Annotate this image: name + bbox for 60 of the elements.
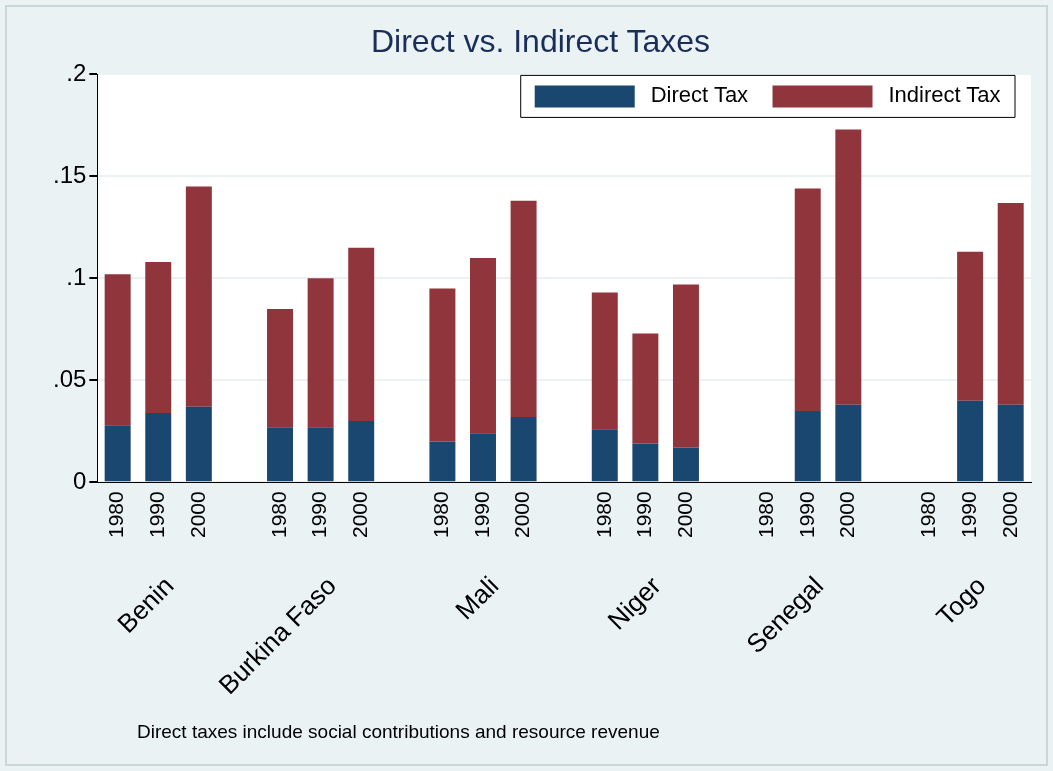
y-tick-label: .05 xyxy=(52,364,87,392)
bar xyxy=(348,247,375,422)
x-tick-label: 1980 xyxy=(104,491,128,538)
x-tick-label: 2000 xyxy=(510,491,534,538)
y-tick-label: .15 xyxy=(52,161,87,188)
bar xyxy=(632,443,659,482)
text: Togo xyxy=(930,570,992,632)
bar xyxy=(632,333,659,444)
bar xyxy=(104,274,131,426)
bar xyxy=(672,284,699,448)
bar xyxy=(591,429,618,482)
x-tick-label: 1980 xyxy=(591,491,615,538)
x-tick-label: 2000 xyxy=(672,491,696,538)
bar xyxy=(794,410,821,482)
bar xyxy=(835,129,862,405)
x-tick-label: 1990 xyxy=(794,491,818,538)
y-tick-label: .1 xyxy=(66,262,87,290)
bar xyxy=(672,447,699,482)
x-tick-label: 1980 xyxy=(266,491,290,538)
x-tick-label: 1990 xyxy=(956,491,980,538)
bar xyxy=(307,278,334,428)
text: Direct taxes include social contributions and resource revenue xyxy=(137,721,660,742)
bar xyxy=(835,404,862,482)
bar xyxy=(307,427,334,482)
bar xyxy=(591,292,618,430)
x-tick-label: 1980 xyxy=(916,491,940,538)
legend-label: Indirect Tax xyxy=(888,82,1001,108)
bar xyxy=(510,417,537,482)
bar xyxy=(794,188,821,411)
bar xyxy=(957,251,984,401)
x-tick-label: 1980 xyxy=(753,491,777,538)
x-tick-label: 1990 xyxy=(145,491,169,538)
x-tick-label: 2000 xyxy=(348,491,372,538)
bar xyxy=(267,427,294,482)
bar xyxy=(957,400,984,482)
bar xyxy=(267,308,294,428)
bar xyxy=(145,262,172,413)
x-tick-label: 2000 xyxy=(185,491,209,538)
bar xyxy=(104,425,131,482)
x-tick-label: 2000 xyxy=(835,491,859,538)
bar xyxy=(145,412,172,482)
chart-title: Direct vs. Indirect Taxes xyxy=(370,23,711,60)
bar xyxy=(429,288,456,442)
x-tick-label: 1990 xyxy=(469,491,493,538)
y-tick-label: 0 xyxy=(73,466,87,494)
bar xyxy=(510,200,537,418)
bar xyxy=(470,257,496,434)
x-tick-label: 2000 xyxy=(997,491,1021,538)
x-tick-label: 1990 xyxy=(632,491,656,538)
legend-label: Direct Tax xyxy=(650,82,749,108)
x-tick-label: 1980 xyxy=(429,491,453,538)
x-tick-label: 1990 xyxy=(307,491,331,538)
bar xyxy=(470,433,496,482)
bar xyxy=(185,186,212,407)
bar xyxy=(997,202,1024,405)
bar xyxy=(997,404,1024,482)
bar xyxy=(429,441,456,482)
y-tick-label: .2 xyxy=(66,59,87,87)
bar xyxy=(185,406,212,482)
bar xyxy=(348,421,375,482)
